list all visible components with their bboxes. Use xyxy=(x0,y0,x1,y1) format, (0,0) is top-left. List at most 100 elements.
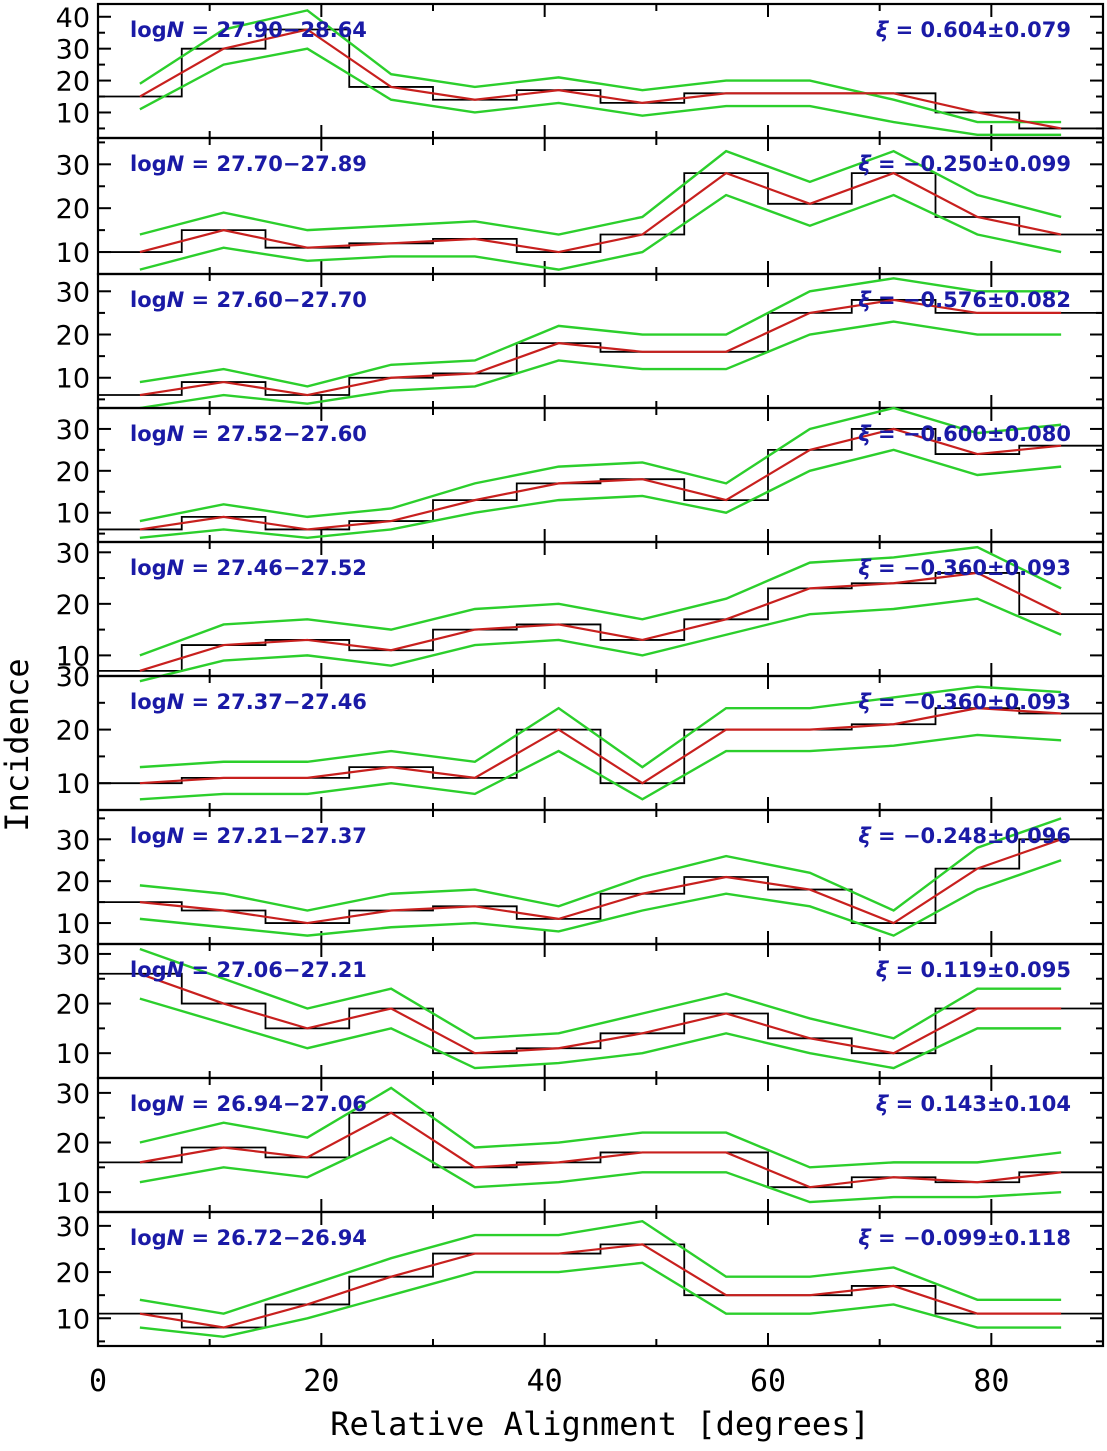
histogram-series xyxy=(98,1243,1103,1329)
label-var: N xyxy=(167,1092,185,1116)
panel-xi-label: ξ = −0.099±0.118 xyxy=(858,1226,1071,1250)
model-series xyxy=(139,1243,1062,1329)
model-series xyxy=(139,427,1062,531)
xi-symbol: ξ xyxy=(858,152,872,176)
upper-band-series xyxy=(139,947,1062,1040)
lower-band-series xyxy=(139,597,1062,683)
histogram-series xyxy=(98,972,1103,1055)
label-var: N xyxy=(167,690,185,714)
xi-symbol: ξ xyxy=(876,18,890,42)
panel-8: 10 20 30 logN = 27.06−27.21 ξ = 0.119±0.095 xyxy=(56,940,1105,1080)
label-var: N xyxy=(167,288,185,312)
y-tick-label: 10 xyxy=(56,641,90,672)
xi-value: = −0.576±0.082 xyxy=(871,288,1071,312)
y-tick-label: 10 xyxy=(56,1039,90,1070)
label-range: = 26.94−27.06 xyxy=(184,1092,367,1116)
panel-xi-label: ξ = −0.360±0.093 xyxy=(858,556,1071,580)
xi-value: = −0.248±0.096 xyxy=(871,824,1071,848)
label-range: = 27.52−27.60 xyxy=(184,422,367,446)
panel-xi-label: ξ = −0.248±0.096 xyxy=(858,824,1071,848)
y-tick-label: 20 xyxy=(56,1129,90,1160)
label-log: log xyxy=(130,422,167,446)
label-range: = 26.72−26.94 xyxy=(184,1226,367,1250)
label-range: = 27.46−27.52 xyxy=(184,556,367,580)
y-tick-label: 20 xyxy=(56,990,90,1021)
y-tick-label: 10 xyxy=(56,98,90,129)
xi-symbol: ξ xyxy=(858,422,872,446)
y-tick-label: 30 xyxy=(56,662,90,693)
panel-range-label: logN = 27.21−27.37 xyxy=(130,824,367,848)
upper-band-series xyxy=(139,277,1062,388)
x-tick-label: 80 xyxy=(973,1364,1009,1399)
model-series xyxy=(139,707,1062,785)
model-series xyxy=(139,838,1062,925)
y-tick-label: 20 xyxy=(56,194,90,225)
y-tick-label: 20 xyxy=(56,1258,90,1289)
y-tick-label: 10 xyxy=(56,909,90,940)
label-var: N xyxy=(167,556,185,580)
y-tick-label: 10 xyxy=(56,238,90,269)
panel-frame xyxy=(96,1210,1105,1348)
xi-value: = 0.119±0.095 xyxy=(888,958,1071,982)
y-tick-label: 30 xyxy=(56,825,90,856)
y-tick-label: 30 xyxy=(56,940,90,971)
xi-value: = −0.250±0.099 xyxy=(871,152,1071,176)
label-log: log xyxy=(130,824,167,848)
panel-xi-label: ξ = −0.600±0.080 xyxy=(858,422,1071,446)
label-var: N xyxy=(167,152,185,176)
y-tick-label: 30 xyxy=(56,1079,90,1110)
panel-range-label: logN = 27.90−28.64 xyxy=(130,18,367,42)
xi-value: = −0.360±0.093 xyxy=(871,556,1071,580)
panel-xi-label: ξ = −0.576±0.082 xyxy=(858,288,1071,312)
y-tick-label: 20 xyxy=(56,457,90,488)
panel-range-label: logN = 27.60−27.70 xyxy=(130,288,367,312)
y-tick-label: 30 xyxy=(56,538,90,569)
xi-symbol: ξ xyxy=(858,824,872,848)
x-axis-title: Relative Alignment [degrees] xyxy=(330,1405,869,1443)
label-var: N xyxy=(167,422,185,446)
y-tick-label: 30 xyxy=(56,415,90,446)
model-series xyxy=(139,298,1062,397)
label-range: = 27.37−27.46 xyxy=(184,690,367,714)
panel-2: 10 20 30 logN = 27.70−27.89 ξ = −0.250±0.099 xyxy=(56,136,1105,276)
lower-band-series xyxy=(139,47,1062,137)
xi-value: = 0.143±0.104 xyxy=(888,1092,1071,1116)
y-tick-label: 30 xyxy=(56,35,90,66)
panel-6: 10 20 30 logN = 27.37−27.46 ξ = −0.360±0.093 xyxy=(56,662,1105,812)
upper-band-series xyxy=(139,1219,1062,1315)
upper-band-series xyxy=(139,545,1062,657)
lower-band-series xyxy=(139,1261,1062,1338)
y-tick-label: 10 xyxy=(56,364,90,395)
upper-band-series xyxy=(139,406,1062,523)
label-log: log xyxy=(130,1226,167,1250)
model-series xyxy=(139,571,1062,672)
panel-10: 10 20 30 logN = 26.72−26.94 ξ = −0.099±0.118 xyxy=(56,1210,1105,1348)
y-tick-label: 20 xyxy=(56,716,90,747)
panel-xi-label: ξ = 0.119±0.095 xyxy=(876,958,1071,982)
panel-xi-label: ξ = −0.360±0.093 xyxy=(858,690,1071,714)
xi-value: = −0.360±0.093 xyxy=(871,690,1071,714)
label-range: = 27.60−27.70 xyxy=(184,288,367,312)
lower-band-series xyxy=(139,997,1062,1070)
label-var: N xyxy=(167,18,185,42)
panel-range-label: logN = 27.52−27.60 xyxy=(130,422,367,446)
panel-range-label: logN = 26.72−26.94 xyxy=(130,1226,367,1250)
xi-symbol: ξ xyxy=(858,1226,872,1250)
panel-xi-label: ξ = 0.604±0.079 xyxy=(876,18,1071,42)
upper-band-series xyxy=(139,817,1062,912)
panel-7: 10 20 30 logN = 27.21−27.37 ξ = −0.248±0.096 xyxy=(56,808,1105,946)
y-tick-label: 30 xyxy=(56,150,90,181)
lower-band-series xyxy=(139,1136,1062,1204)
label-range: = 27.90−28.64 xyxy=(184,18,367,42)
x-tick-label: 20 xyxy=(303,1364,339,1399)
label-log: log xyxy=(130,152,167,176)
panel-range-label: logN = 27.37−27.46 xyxy=(130,690,367,714)
xi-symbol: ξ xyxy=(876,958,890,982)
model-series xyxy=(139,1111,1062,1189)
model-series xyxy=(139,28,1062,130)
panel-range-label: logN = 26.94−27.06 xyxy=(130,1092,367,1116)
y-tick-label: 10 xyxy=(56,1304,90,1335)
xi-symbol: ξ xyxy=(858,288,872,312)
